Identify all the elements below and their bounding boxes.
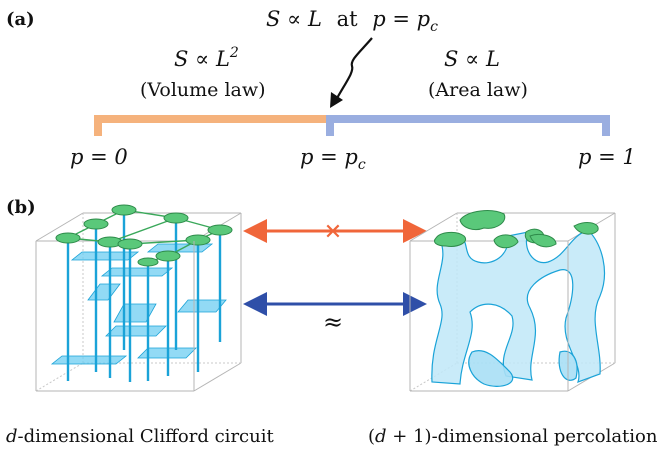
critical-arrow-line <box>335 37 373 101</box>
critical-arrow-head <box>330 92 343 108</box>
tick-p0: p = 0 <box>70 145 128 169</box>
area-law-bar <box>326 115 610 136</box>
phase-left-law: (Volume law) <box>140 79 266 101</box>
percolation-cluster <box>431 229 606 385</box>
surface-cluster <box>529 233 557 248</box>
volume-law-bar <box>94 115 330 136</box>
panel-a-label: (a) <box>6 9 35 30</box>
phase-left-formula: S ∝ L2 <box>174 45 239 71</box>
critical-note: S ∝ L at p = pc <box>266 7 438 35</box>
surface-cluster <box>433 231 466 247</box>
node-ellipse <box>163 212 189 224</box>
approx-symbol: ≈ <box>323 308 343 336</box>
clifford-cube <box>35 204 242 392</box>
node-ellipse <box>155 250 181 262</box>
phase-right-formula: S ∝ L <box>444 47 500 71</box>
gate-sheet <box>70 251 140 261</box>
phase-right-law: (Area law) <box>428 79 528 101</box>
surface-cluster <box>573 222 599 235</box>
node-ellipse <box>111 204 137 216</box>
critical-note-p: p = p <box>372 7 430 31</box>
surface-cluster <box>493 234 519 249</box>
node-ellipse <box>185 234 211 246</box>
node-ellipse <box>137 257 159 267</box>
tick-p1: p = 1 <box>578 145 636 169</box>
gate-sheet <box>100 267 174 277</box>
left-caption: d-dimensional Clifford circuit <box>6 426 274 447</box>
critical-note-s: S ∝ L <box>266 7 322 31</box>
node-ellipse <box>83 218 109 230</box>
phase-left-superscript: 2 <box>229 45 239 61</box>
tick-pc: p = pc <box>300 145 366 173</box>
percolation-cube <box>409 210 616 392</box>
gate-sheet <box>146 243 214 253</box>
gate-sheet <box>50 355 128 365</box>
tick-pc-sub: c <box>358 157 366 173</box>
panel-b-label: (b) <box>6 197 36 218</box>
surface-cluster <box>459 210 506 231</box>
node-ellipse <box>207 224 233 236</box>
gate-sheet <box>177 299 227 313</box>
gate-sheet <box>87 283 121 301</box>
critical-note-at: at <box>337 7 359 31</box>
cross-mark: ✕ <box>324 220 342 245</box>
node-ellipse <box>55 232 81 244</box>
critical-note-sub: c <box>430 19 438 35</box>
node-ellipse <box>117 238 143 250</box>
right-caption: (d + 1)-dimensional percolation <box>368 426 658 447</box>
percolation-cluster-fragment <box>468 350 514 387</box>
gate-sheet <box>113 303 157 323</box>
gate-sheet <box>105 325 167 337</box>
